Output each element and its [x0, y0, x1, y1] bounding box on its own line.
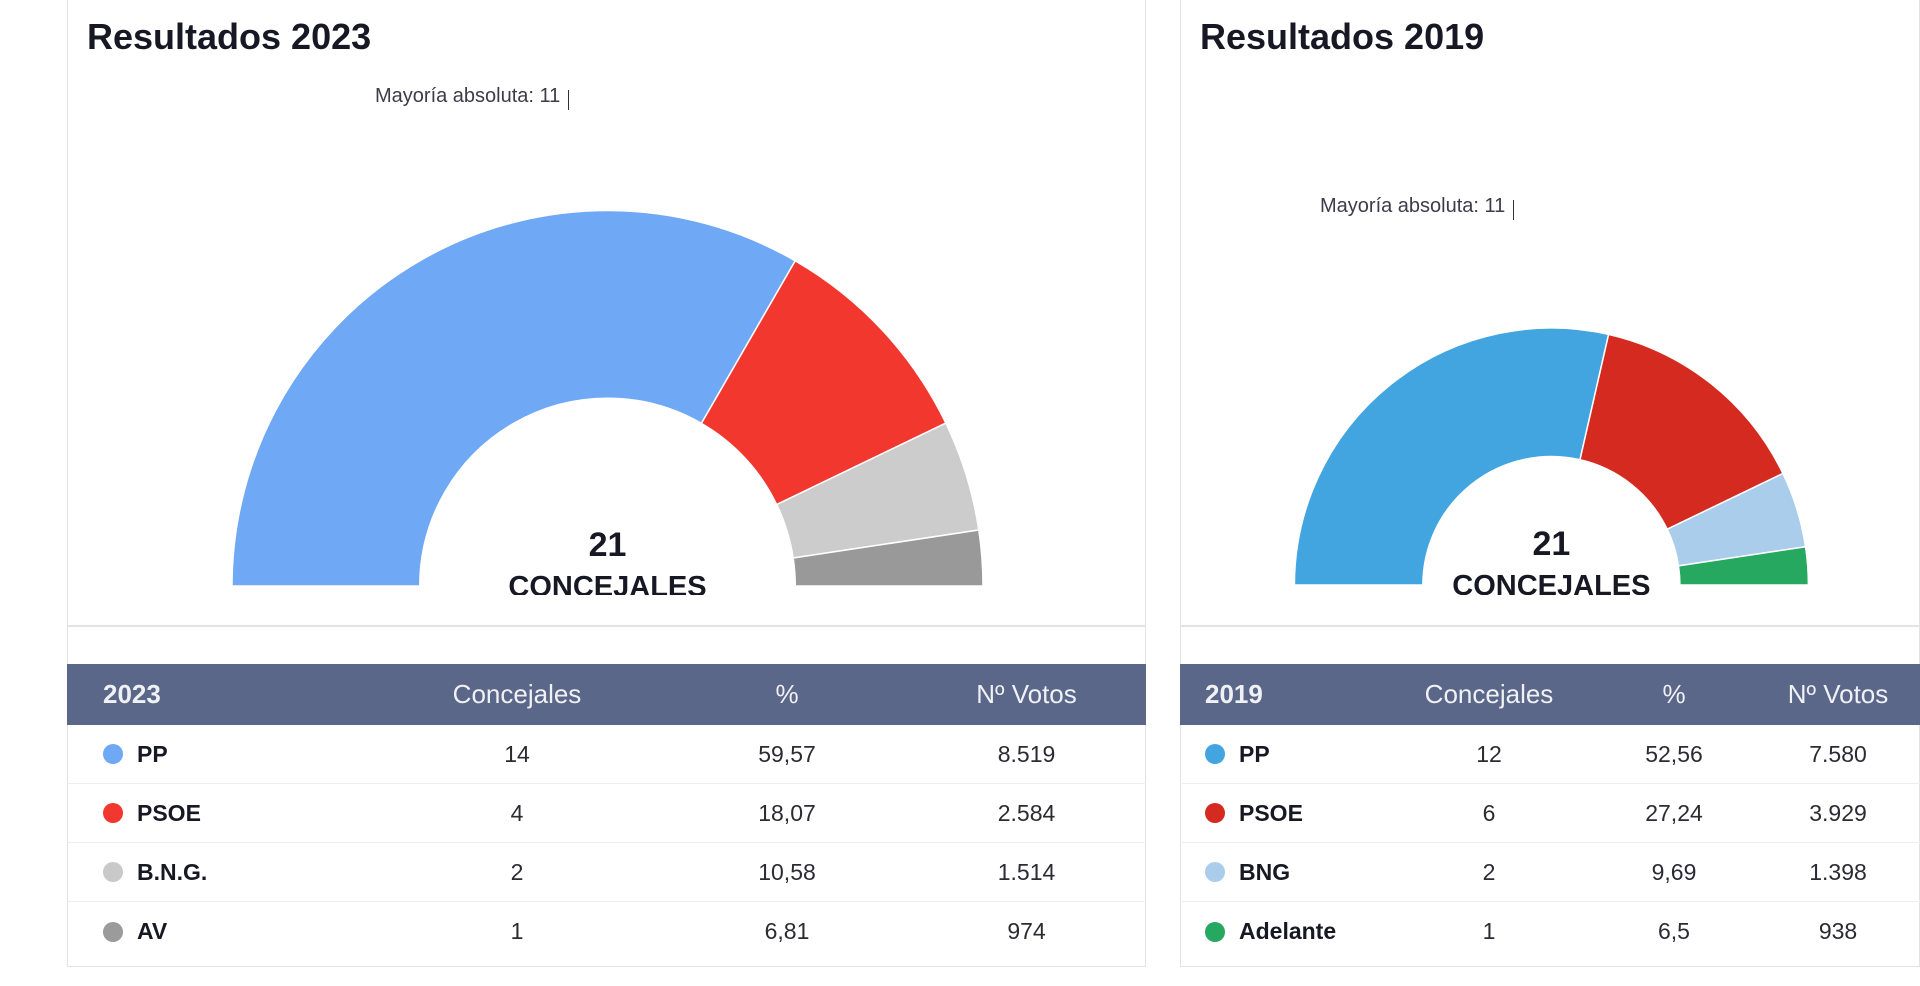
svg-text:21: 21 [589, 526, 627, 564]
svg-text:CONCEJALES: CONCEJALES [508, 571, 706, 595]
svg-text:21: 21 [1532, 525, 1570, 563]
svg-text:CONCEJALES: CONCEJALES [1452, 570, 1650, 595]
